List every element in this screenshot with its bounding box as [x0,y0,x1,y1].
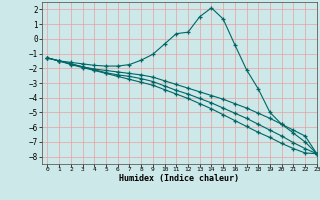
X-axis label: Humidex (Indice chaleur): Humidex (Indice chaleur) [119,174,239,183]
